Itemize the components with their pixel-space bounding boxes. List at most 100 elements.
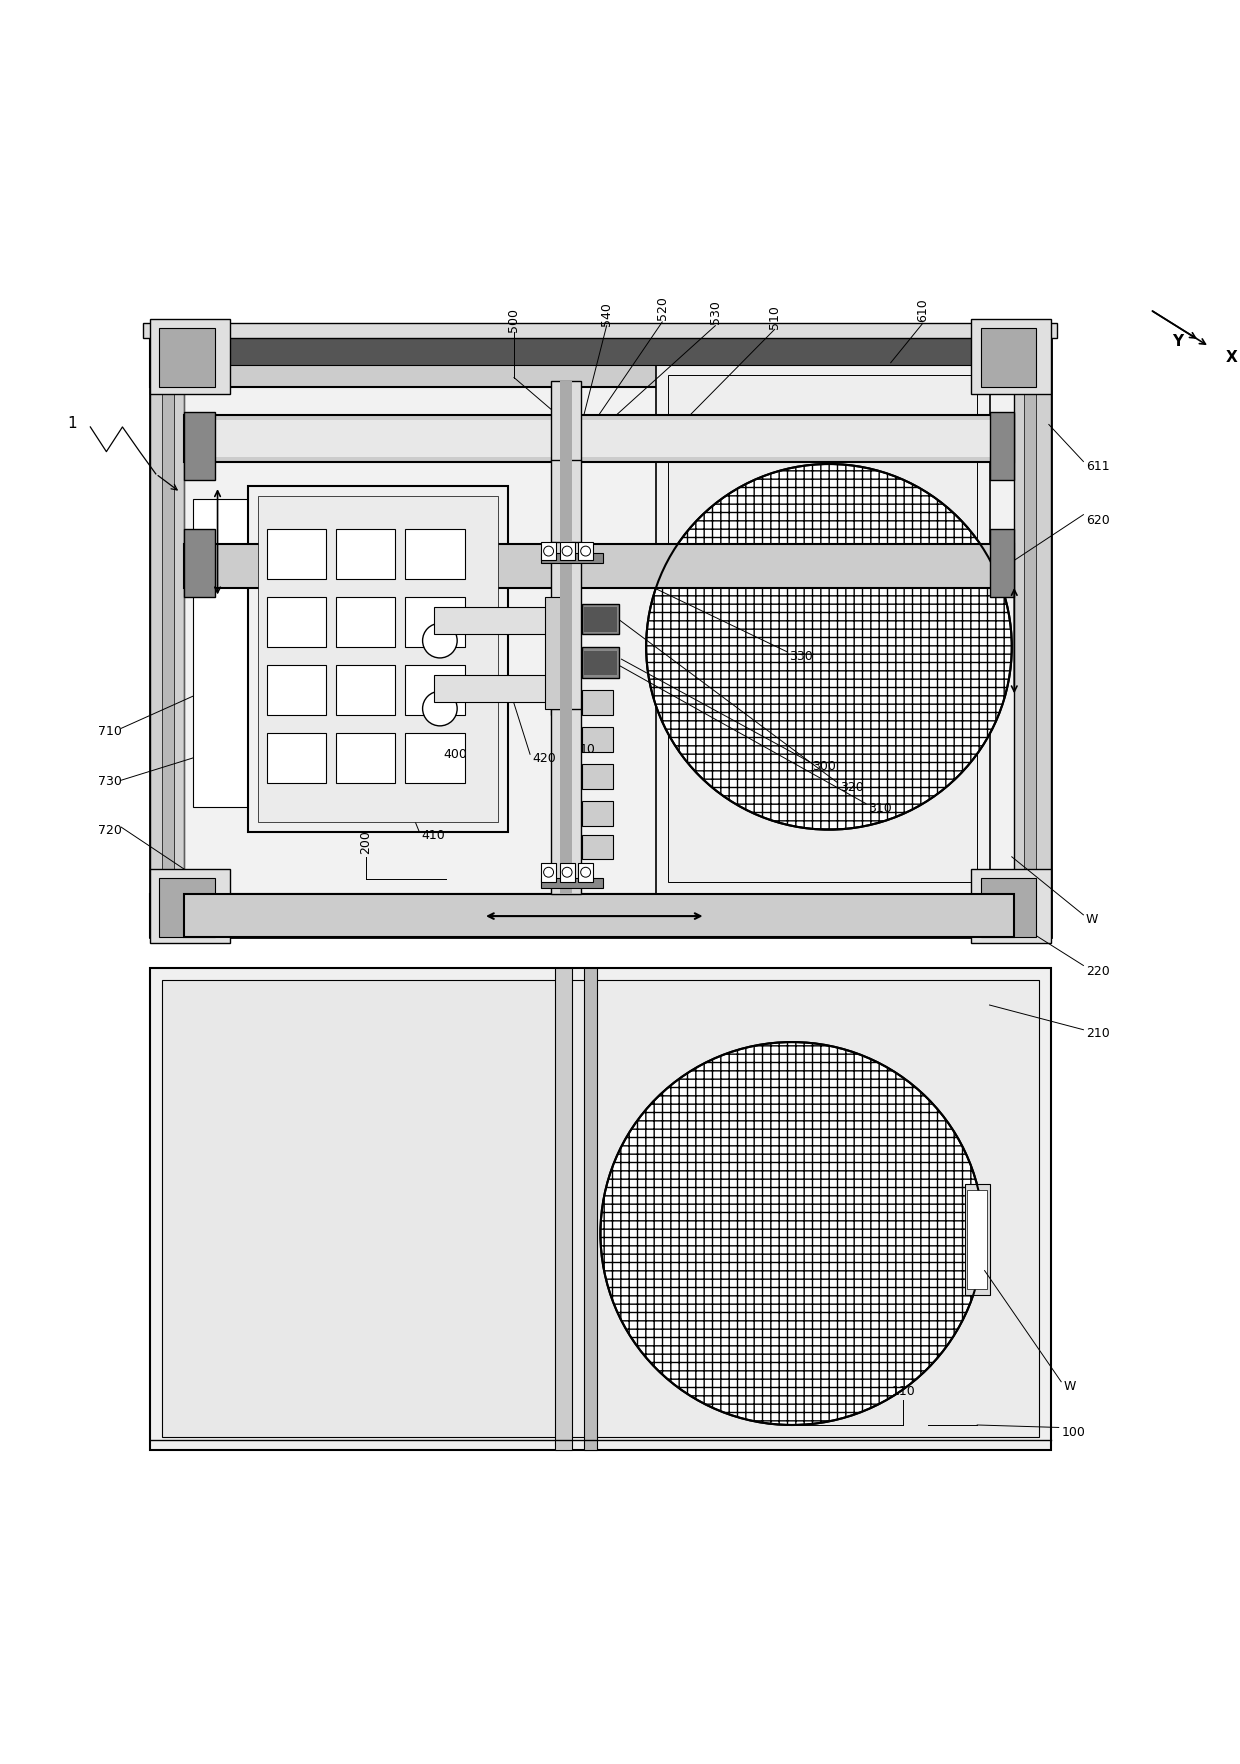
Text: 330: 330: [790, 649, 813, 663]
Bar: [971, 870, 1052, 944]
Text: Y: Y: [1172, 333, 1183, 349]
Bar: [541, 878, 603, 887]
Text: 610: 610: [916, 298, 929, 323]
Bar: [405, 598, 465, 647]
Bar: [185, 415, 1014, 462]
Bar: [150, 968, 1052, 1450]
Text: 410: 410: [422, 829, 445, 841]
Bar: [150, 333, 1052, 937]
Text: 210: 210: [1086, 1027, 1110, 1039]
Text: 200: 200: [360, 829, 372, 854]
Bar: [981, 328, 1037, 388]
Bar: [582, 729, 613, 753]
Bar: [150, 321, 229, 395]
Circle shape: [562, 868, 572, 878]
Text: 730: 730: [98, 774, 122, 787]
Bar: [1024, 339, 1037, 931]
Bar: [559, 383, 572, 462]
Bar: [656, 363, 990, 894]
Bar: [559, 543, 574, 561]
Bar: [336, 531, 396, 580]
Bar: [559, 543, 572, 716]
Bar: [990, 413, 1014, 482]
Bar: [582, 834, 613, 859]
Text: 220: 220: [1086, 965, 1110, 977]
Text: 710: 710: [98, 725, 122, 737]
Text: 310: 310: [868, 801, 893, 815]
Circle shape: [543, 868, 553, 878]
Bar: [405, 667, 465, 716]
Bar: [267, 531, 326, 580]
Text: 520: 520: [656, 296, 668, 319]
Text: 110: 110: [892, 1385, 915, 1397]
Bar: [559, 709, 572, 894]
Bar: [971, 321, 1052, 395]
Bar: [150, 333, 1052, 388]
Bar: [551, 543, 580, 716]
Bar: [336, 734, 396, 783]
Bar: [551, 383, 580, 462]
Bar: [582, 647, 619, 679]
Text: 500: 500: [507, 309, 521, 332]
Bar: [150, 333, 185, 937]
Bar: [584, 651, 616, 676]
Bar: [551, 709, 580, 894]
Text: 510: 510: [768, 305, 781, 328]
Text: 611: 611: [1086, 459, 1110, 473]
Text: 420: 420: [532, 751, 557, 766]
Bar: [144, 325, 1058, 339]
Bar: [541, 543, 556, 561]
Bar: [150, 333, 1052, 365]
Bar: [150, 894, 1052, 937]
Bar: [267, 734, 326, 783]
Bar: [582, 691, 613, 716]
Bar: [434, 676, 557, 704]
Bar: [578, 543, 593, 561]
Bar: [578, 864, 593, 882]
Text: 100: 100: [1061, 1425, 1085, 1438]
Bar: [541, 864, 556, 882]
Circle shape: [423, 624, 458, 658]
Bar: [559, 460, 572, 545]
Bar: [193, 499, 248, 808]
Circle shape: [562, 547, 572, 557]
Text: 540: 540: [600, 302, 613, 326]
Bar: [551, 460, 580, 545]
Text: W: W: [1064, 1379, 1076, 1392]
Bar: [162, 981, 557, 1438]
Circle shape: [423, 691, 458, 727]
Bar: [150, 908, 1052, 931]
Bar: [185, 545, 1014, 587]
Bar: [267, 667, 326, 716]
Bar: [185, 531, 215, 598]
Bar: [582, 803, 613, 827]
Bar: [162, 339, 175, 931]
Bar: [990, 531, 1014, 598]
Bar: [267, 598, 326, 647]
Text: 620: 620: [1086, 513, 1110, 527]
Bar: [248, 487, 508, 833]
Text: 720: 720: [98, 824, 122, 836]
Bar: [981, 878, 1037, 937]
Bar: [185, 420, 1014, 457]
Bar: [1014, 333, 1052, 937]
Bar: [582, 605, 619, 635]
Bar: [554, 968, 572, 1450]
Circle shape: [580, 547, 590, 557]
Bar: [584, 609, 616, 633]
Bar: [965, 1184, 990, 1295]
Bar: [434, 609, 557, 635]
Bar: [160, 328, 215, 388]
Bar: [405, 531, 465, 580]
Text: 1: 1: [67, 415, 77, 430]
Bar: [336, 598, 396, 647]
Bar: [582, 766, 613, 790]
Text: 300: 300: [812, 760, 836, 773]
Text: 400: 400: [444, 748, 467, 760]
Bar: [569, 981, 1039, 1438]
Bar: [544, 598, 567, 709]
Bar: [405, 734, 465, 783]
Bar: [258, 497, 498, 822]
Circle shape: [580, 868, 590, 878]
Text: 530: 530: [709, 300, 722, 323]
